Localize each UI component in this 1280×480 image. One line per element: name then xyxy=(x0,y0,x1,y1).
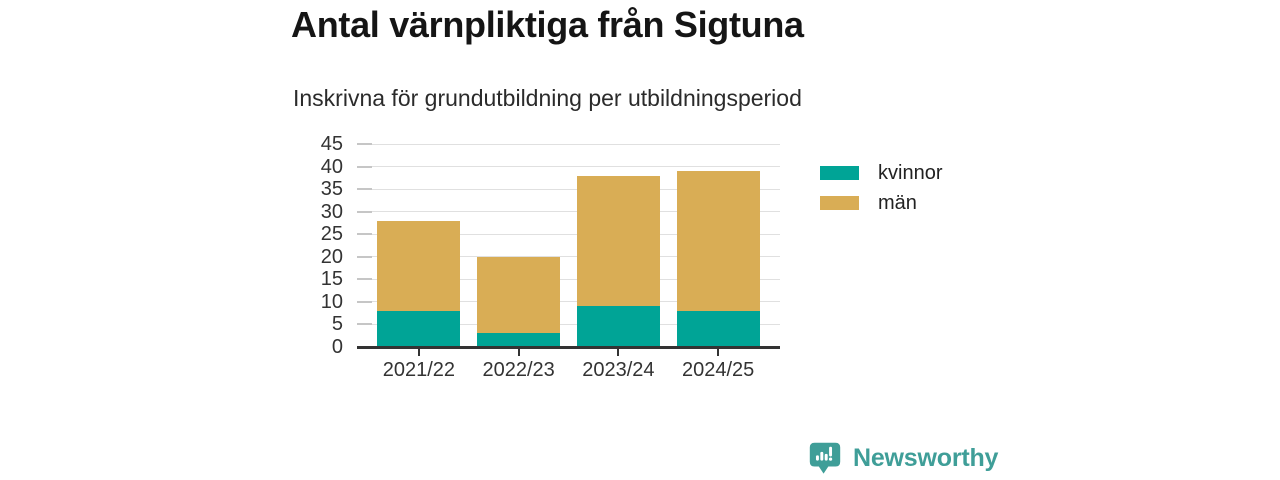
legend-item-kvinnor: kvinnor xyxy=(820,160,942,186)
bar-segment-män xyxy=(377,220,461,311)
y-axis-tick xyxy=(357,143,372,145)
legend-label: män xyxy=(878,191,917,214)
legend-item-man: män xyxy=(820,190,942,216)
y-axis-tick xyxy=(357,255,372,258)
bar-2022/23 xyxy=(477,144,561,347)
x-axis-label: 2022/23 xyxy=(482,359,555,381)
gridline xyxy=(357,188,780,190)
y-axis-label: 0 xyxy=(331,336,343,358)
bar-segment-kvinnor xyxy=(377,310,461,347)
legend-label: kvinnor xyxy=(878,161,943,184)
gridline xyxy=(357,278,780,280)
gridline xyxy=(357,301,780,303)
y-axis-tick xyxy=(357,188,372,191)
y-axis-label: 45 xyxy=(320,133,343,155)
bar-segment-kvinnor xyxy=(576,306,660,347)
y-axis-tick xyxy=(357,323,372,326)
bar-segment-kvinnor xyxy=(676,310,760,347)
y-axis-tick xyxy=(357,300,372,303)
y-axis-tick xyxy=(357,165,372,168)
x-axis-label: 2023/24 xyxy=(582,359,655,381)
chart-title: Antal värnpliktiga från Sigtuna xyxy=(291,4,804,45)
bar-segment-män xyxy=(576,175,660,307)
y-axis-tick xyxy=(357,233,372,236)
y-axis-label: 25 xyxy=(320,223,343,246)
y-axis-label: 40 xyxy=(320,155,343,178)
gridline xyxy=(357,233,780,235)
plot-area: 0 5 10 15 20 25 30 35 40 45 2021/22 2022/23 2023/24 2… xyxy=(321,133,780,381)
y-axis-label: 20 xyxy=(320,245,343,268)
chart-subtitle: Inskrivna för grundutbildning per utbild… xyxy=(293,85,802,111)
x-axis-tick xyxy=(617,349,620,356)
x-axis-tick xyxy=(717,349,720,356)
gridline xyxy=(357,256,780,258)
y-axis-label: 35 xyxy=(320,178,343,201)
y-axis-label: 5 xyxy=(331,313,343,336)
gridline xyxy=(357,211,780,213)
x-axis-label: 2024/25 xyxy=(681,359,755,381)
y-axis-label: 15 xyxy=(320,268,343,291)
bar-2021/22 xyxy=(377,144,461,347)
bar-segment-män xyxy=(477,256,561,334)
bar-2024/25 xyxy=(676,144,760,347)
bar-segment-kvinnor xyxy=(477,333,561,347)
gridline xyxy=(357,166,780,168)
bar-segment-män xyxy=(676,171,760,311)
brand-name: Newsworthy xyxy=(853,443,999,472)
legend-swatch xyxy=(820,196,859,210)
gridline xyxy=(357,323,780,325)
bar-2023/24 xyxy=(576,144,660,347)
y-axis-label: 30 xyxy=(320,200,343,223)
y-axis-label: 10 xyxy=(320,290,343,313)
y-axis-tick xyxy=(357,210,372,213)
legend-swatch xyxy=(820,166,859,180)
x-axis-tick xyxy=(417,349,420,356)
x-axis-tick xyxy=(517,349,520,356)
gridline xyxy=(357,143,780,145)
x-axis-label: 2021/22 xyxy=(382,359,456,381)
newsworthy-speech-bubble-bar-chart-icon xyxy=(809,442,841,474)
x-axis-line xyxy=(357,346,780,349)
newsworthy-logo: Newsworthy xyxy=(806,439,998,477)
y-axis-tick xyxy=(357,278,372,281)
legend: kvinnor män xyxy=(820,160,942,220)
